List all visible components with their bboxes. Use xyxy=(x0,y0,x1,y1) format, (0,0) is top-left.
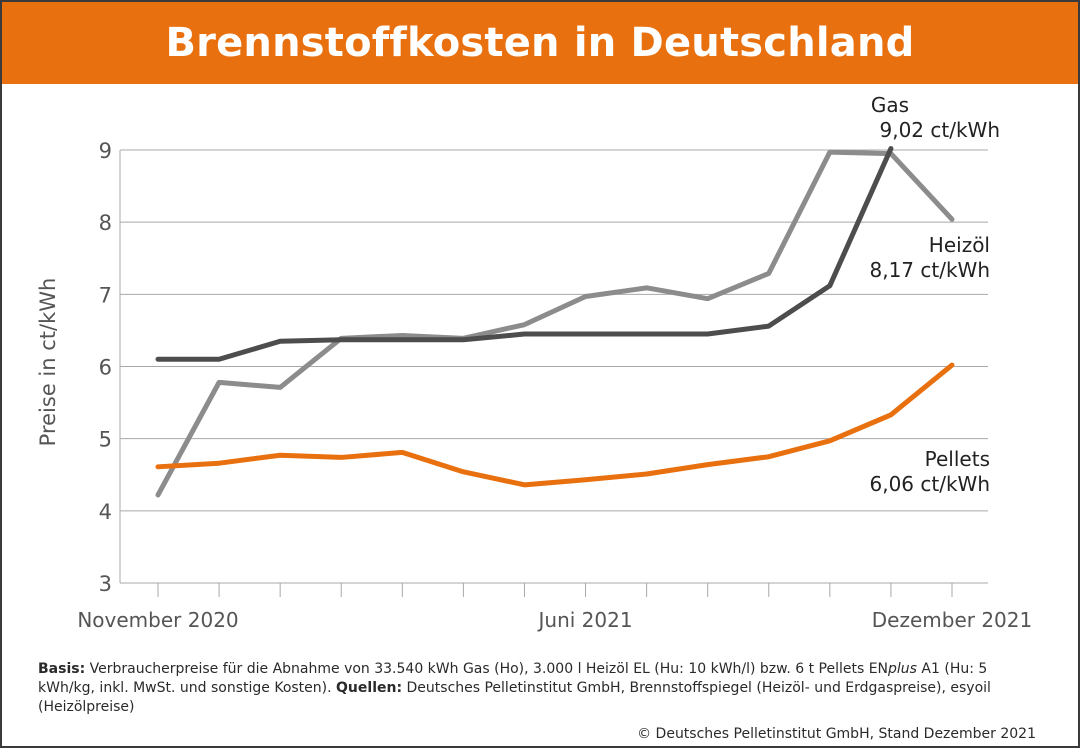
x-tick-label: November 2020 xyxy=(77,608,238,632)
series-line-heizoel xyxy=(155,149,955,498)
copyright: © Deutsches Pelletinstitut GmbH, Stand D… xyxy=(637,726,1036,742)
basis-italic: plus xyxy=(888,661,917,677)
x-tick-label: Juni 2021 xyxy=(537,608,633,632)
basis-label: Basis: xyxy=(38,661,86,677)
y-tick-label: 5 xyxy=(99,428,112,452)
annotation-pellets-name: Pellets xyxy=(925,447,990,471)
basis-text-2: A1 (Hu: 5 kWh/kg, inkl. MwSt. und sonsti… xyxy=(38,661,988,696)
series-line-gas xyxy=(155,146,894,362)
y-tick-label: 3 xyxy=(99,572,112,596)
sources-label: Quellen: xyxy=(336,680,403,696)
y-tick-label: 4 xyxy=(99,500,112,524)
y-tick-label: 7 xyxy=(99,283,112,307)
title-bar: Brennstoffkosten in Deutschland xyxy=(2,2,1078,84)
y-tick-label: 6 xyxy=(99,356,112,380)
y-tick-label: 9 xyxy=(99,139,112,163)
footer: Basis: Verbraucherpreise für die Abnahme… xyxy=(38,660,1048,744)
annotation-heizoel-name: Heizöl xyxy=(929,233,990,257)
annotation-gas-name: Gas xyxy=(871,93,909,117)
y-axis-label: Preise in ct/kWh xyxy=(36,277,60,447)
x-tick-label: Dezember 2021 xyxy=(872,608,1032,632)
series-line-pellets xyxy=(155,362,955,488)
annotation-pellets-value: 6,06 ct/kWh xyxy=(870,472,991,496)
annotation-heizoel-value: 8,17 ct/kWh xyxy=(870,258,991,282)
annotation-gas-value: 9,02 ct/kWh xyxy=(880,118,1001,142)
chart-title: Brennstoffkosten in Deutschland xyxy=(165,20,915,66)
sources-text: Deutsches Pelletinstitut GmbH, Brennstof… xyxy=(38,680,991,715)
y-tick-label: 8 xyxy=(99,211,112,235)
footer-notes: Basis: Verbraucherpreise für die Abnahme… xyxy=(38,660,1048,717)
basis-text-1: Verbraucherpreise für die Abnahme von 33… xyxy=(85,661,889,677)
